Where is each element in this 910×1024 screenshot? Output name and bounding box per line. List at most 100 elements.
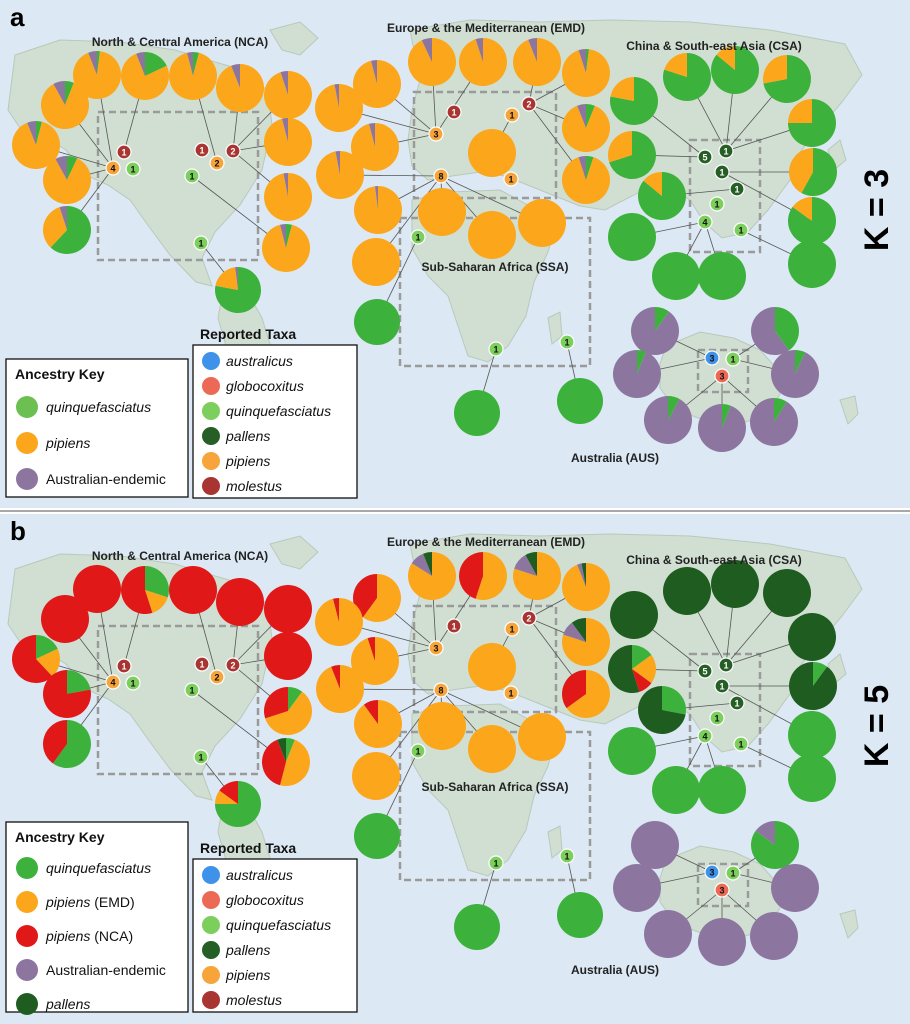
pie-slice-pipiens (352, 60, 401, 108)
site-count: 1 (199, 660, 204, 670)
site-count: 1 (493, 859, 498, 869)
site-dot (559, 848, 575, 864)
taxa-key-box (192, 344, 358, 499)
reported-taxa-key: Reported Taxa australicus globocoxitus quin… (192, 840, 358, 1013)
pie-slice-quinquefasciatus (288, 687, 303, 711)
taxa-swatch (202, 477, 220, 495)
taxa-label: molestus (226, 478, 282, 494)
pie-slice-pipiens_nca (367, 637, 375, 661)
site-marker-quinquefasciatus: 1 (410, 743, 426, 759)
pie-slice-pipiens (561, 49, 610, 97)
pie-slice-quinquefasciatus (632, 645, 652, 669)
ancestry-pies (12, 552, 838, 966)
site-dot (116, 144, 132, 160)
site-dot (503, 685, 519, 701)
pie-slice-quinquefasciatus (50, 206, 91, 255)
pie-slice-pipiens (40, 82, 89, 130)
taxa-swatch (202, 891, 220, 909)
pie-slice-pipiens_nca (73, 565, 121, 613)
site-dot (209, 155, 225, 171)
site-marker-quinquefasciatus: 1 (184, 168, 200, 184)
region-box (412, 604, 558, 714)
ancestry-pie (749, 398, 798, 447)
ancestry-pie (610, 77, 659, 126)
taxa-label: pipiens (225, 967, 270, 983)
site-marker-pallens: 5 (697, 149, 713, 165)
site-dot (225, 657, 241, 673)
site-marker-pallens: 1 (714, 164, 730, 180)
site-dot (714, 882, 730, 898)
pie-slice-quinquefasciatus (586, 49, 590, 73)
pie-slice-pipiens (407, 38, 456, 87)
ancestry-pie (353, 700, 402, 749)
pie-slice-pipiens (610, 77, 634, 101)
ancestry-pie (608, 645, 657, 693)
panel-label: b (10, 516, 26, 546)
site-dot (504, 107, 520, 123)
pie-slice-australian (751, 307, 790, 356)
pie-slice-australian (59, 205, 67, 230)
site-dot (697, 149, 713, 165)
site-count: 1 (509, 111, 514, 121)
ancestry-pie (763, 55, 812, 104)
pie-slice-pallens (277, 738, 286, 762)
ancestry-pie (215, 781, 261, 827)
ancestry-swatch (16, 468, 38, 490)
pie-slice-pipiens_nca (121, 566, 153, 614)
site-marker-molestus: 1 (446, 618, 462, 634)
ancestry-key: Ancestry Key quinquefasciatus pipiens Austr… (5, 358, 189, 498)
region-title-aus: Australia (AUS) (571, 963, 659, 977)
pie-slice-australian (749, 398, 798, 447)
region-box (412, 90, 558, 200)
landmass (269, 21, 319, 56)
site-count: 1 (564, 338, 569, 348)
pie-slice-australian (335, 151, 340, 175)
site-dot (714, 164, 730, 180)
site-marker-quinquefasciatus: 4 (697, 728, 713, 744)
pie-slice-pipiens (664, 53, 687, 77)
pie-slice-quinquefasciatus (215, 267, 262, 313)
pie-slice-pipiens (316, 665, 365, 713)
ancestry-pie (407, 38, 456, 87)
site-marker-australicus: 3 (704, 864, 720, 880)
pie-slice-quinquefasciatus (36, 635, 58, 659)
ancestry-pie (751, 307, 800, 356)
ancestry-label: quinquefasciatus (46, 399, 151, 415)
ancestry-swatch (16, 891, 38, 913)
ancestry-pie (352, 238, 400, 286)
pie-slice-australian (475, 37, 483, 62)
ancestry-swatch (16, 959, 38, 981)
pie-slice-quinquefasciatus (788, 711, 836, 759)
pie-slice-pipiens (73, 51, 122, 100)
reported-taxa-key: Reported Taxa australicus globocoxitus quin… (192, 326, 358, 499)
site-dot (521, 610, 537, 626)
taxa-swatch (202, 427, 220, 445)
site-dot (521, 96, 537, 112)
site-count: 5 (702, 667, 707, 677)
ancestry-pie (652, 766, 700, 814)
pie-slice-australian (578, 155, 586, 180)
pie-slice-quinquefasciatus (67, 156, 78, 180)
ancestry-pie (789, 148, 838, 197)
pie-slice-quinquefasciatus (662, 686, 686, 715)
site-count: 5 (702, 153, 707, 163)
site-count: 1 (198, 753, 203, 763)
pie-slice-pipiens (145, 590, 168, 613)
pie-slice-pipiens (316, 150, 365, 199)
pie-slice-quinquefasciatus (788, 754, 836, 802)
ancestry-pie (169, 566, 217, 614)
pie-slice-australian (421, 38, 432, 62)
ancestry-label: pallens (45, 996, 90, 1012)
pie-slice-quinquefasciatus (354, 299, 400, 345)
ancestry-pie (788, 754, 836, 802)
taxa-swatch (202, 452, 220, 470)
ancestry-pie (316, 150, 365, 199)
ancestry-pie (561, 618, 610, 666)
pie-slice-pipiens_nca (12, 635, 53, 683)
site-dot (704, 350, 720, 366)
site-marker-quinquefasciatus: 1 (488, 855, 504, 871)
site-dot (714, 678, 730, 694)
pie-slice-pallens (637, 686, 686, 734)
ancestry-swatch (16, 925, 38, 947)
